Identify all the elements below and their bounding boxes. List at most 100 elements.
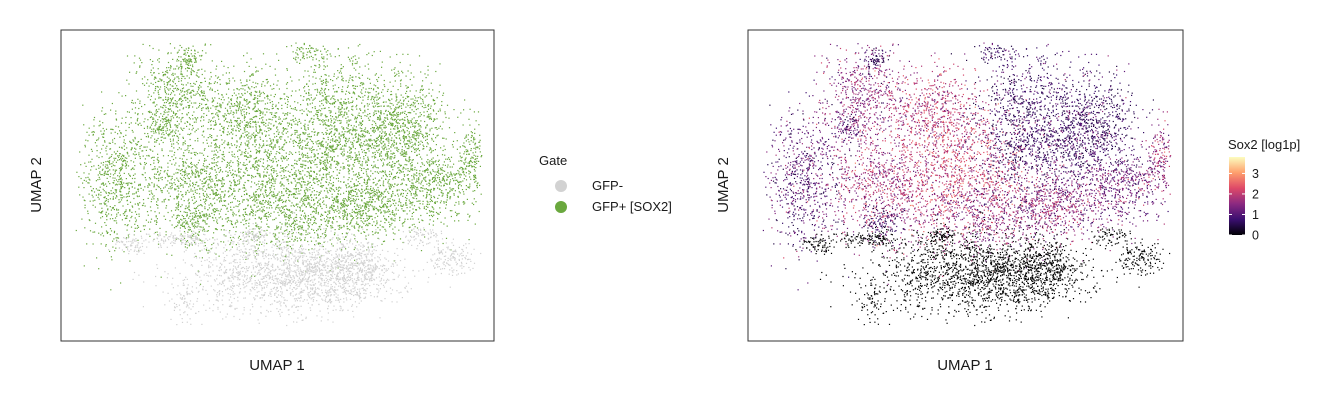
cell-point-gfp-pos bbox=[180, 80, 182, 82]
cell-point-gfp-pos bbox=[333, 73, 335, 75]
cell-point-gfp-pos bbox=[268, 134, 270, 136]
cell-point-gfp-pos bbox=[345, 140, 347, 142]
cell-point-gfp-pos bbox=[131, 182, 133, 184]
cell-point-gfp-pos bbox=[343, 114, 345, 116]
cell-point-gfp-pos bbox=[252, 210, 254, 212]
cell-point-gfp-pos bbox=[150, 149, 152, 151]
cell-point-gfp-pos bbox=[249, 88, 251, 90]
cell-point-gfp-pos bbox=[187, 64, 189, 66]
cell-point-gfp-pos bbox=[178, 221, 181, 223]
cell-point-gfp-pos bbox=[318, 64, 320, 66]
cell-point-gfp-pos bbox=[312, 177, 315, 179]
cell-point-gfp-pos bbox=[351, 108, 353, 110]
cell-point-gfp-pos bbox=[347, 179, 349, 181]
cell-point-gfp-pos bbox=[354, 148, 356, 150]
cell-point-gfp-pos bbox=[365, 152, 367, 154]
cell-point-gfp-pos bbox=[243, 85, 245, 87]
cell-point-gfp-pos bbox=[360, 91, 362, 93]
cell-point-gfp-pos bbox=[311, 131, 313, 133]
cell-point-gfp-pos bbox=[154, 211, 156, 213]
cell-point-gfp-pos bbox=[311, 102, 313, 104]
cell-point-gfp-pos bbox=[249, 118, 251, 120]
cell-point-gfp-pos bbox=[324, 164, 326, 166]
cell-point-gfp-pos bbox=[188, 106, 190, 108]
cell-point-gfp-pos bbox=[255, 139, 257, 141]
cell-point-gfp-pos bbox=[237, 109, 239, 112]
cell-point-gfp-pos bbox=[284, 98, 286, 100]
cell-point-gfp-pos bbox=[220, 98, 222, 101]
cell-point-gfp-pos bbox=[138, 141, 140, 143]
cell-point-gfp-pos bbox=[260, 183, 262, 186]
cell-point-gfp-pos bbox=[317, 49, 319, 51]
cell-point-gfp-pos bbox=[270, 143, 272, 145]
cell-point-gfp-pos bbox=[220, 180, 222, 182]
cell-point-gfp-pos bbox=[208, 249, 210, 251]
cell-point-gfp-pos bbox=[194, 175, 196, 177]
cell-point-gfp-pos bbox=[110, 155, 112, 158]
cell-point-gfp-pos bbox=[205, 199, 208, 201]
cell-point-gfp-pos bbox=[163, 111, 165, 113]
cell-point-gfp-pos bbox=[338, 111, 340, 113]
cell-point-gfp-pos bbox=[331, 145, 333, 147]
cell-point-gfp-pos bbox=[211, 89, 213, 91]
cell-point-gfp-pos bbox=[113, 238, 115, 240]
cell-point-gfp-pos bbox=[262, 100, 264, 102]
cell-point-gfp-pos bbox=[327, 125, 330, 127]
cell-point-gfp-pos bbox=[340, 120, 342, 122]
cell-point-gfp-pos bbox=[303, 199, 305, 201]
cell-point-gfp-pos bbox=[358, 72, 360, 75]
cell-point-gfp-pos bbox=[260, 188, 262, 190]
cell-point-gfp-pos bbox=[341, 111, 343, 113]
cell-point-gfp-pos bbox=[299, 177, 301, 179]
cell-point-gfp-pos bbox=[315, 210, 317, 212]
cell-point-gfp-pos bbox=[308, 172, 310, 174]
cell-point-gfp-pos bbox=[185, 90, 188, 92]
cell-point-gfp-pos bbox=[304, 90, 306, 92]
cell-point-gfp-pos bbox=[369, 119, 371, 121]
cell-point-gfp-pos bbox=[325, 174, 327, 176]
cell-point-gfp-pos bbox=[307, 134, 309, 136]
cell-point-gfp-pos bbox=[107, 201, 109, 203]
cell-point-gfp-pos bbox=[255, 91, 257, 93]
cell-point-gfp-pos bbox=[261, 85, 263, 87]
cell-point-gfp-pos bbox=[293, 229, 296, 231]
cell-point-gfp-pos bbox=[343, 136, 345, 138]
cell-point-gfp-pos bbox=[332, 184, 334, 186]
cell-point-gfp-pos bbox=[114, 189, 116, 191]
cell-point-gfp-pos bbox=[118, 156, 120, 158]
cell-point-gfp-pos bbox=[196, 192, 198, 194]
cell-point-gfp-pos bbox=[407, 140, 409, 142]
cell-point-gfp-pos bbox=[318, 193, 320, 196]
cell-point-gfp-pos bbox=[269, 144, 271, 146]
cell-point-gfp-pos bbox=[110, 128, 112, 130]
cell-point-gfp-pos bbox=[411, 123, 413, 125]
cell-point-gfp-pos bbox=[331, 128, 333, 130]
cell-point-gfp-pos bbox=[317, 178, 319, 180]
cell-point-gfp-pos bbox=[391, 125, 393, 127]
cell-point-gfp-pos bbox=[94, 142, 96, 144]
cell-point-gfp-pos bbox=[167, 82, 169, 84]
cell-point-gfp-pos bbox=[313, 128, 315, 130]
cell-point-gfp-pos bbox=[335, 141, 337, 143]
cell-point-gfp-pos bbox=[149, 110, 151, 112]
cell-point-gfp-pos bbox=[174, 47, 176, 49]
cell-point-gfp-pos bbox=[103, 133, 105, 135]
cell-point-gfp-pos bbox=[337, 76, 339, 78]
cell-point-gfp-pos bbox=[350, 141, 352, 143]
cell-point-gfp-pos bbox=[211, 204, 213, 206]
cell-point-gfp-pos bbox=[206, 114, 208, 116]
cell-point-gfp-pos bbox=[136, 195, 138, 197]
cell-point-gfp-pos bbox=[231, 105, 233, 107]
cell-point-gfp-pos bbox=[109, 163, 111, 165]
cell-point-gfp-pos bbox=[330, 121, 332, 123]
cell-point-gfp-pos bbox=[264, 168, 266, 170]
cell-point-gfp-pos bbox=[188, 186, 190, 188]
cell-point-gfp-pos bbox=[113, 180, 115, 182]
cell-point-gfp-pos bbox=[324, 161, 326, 164]
cell-point-gfp-pos bbox=[215, 176, 217, 178]
cell-point-gfp-pos bbox=[282, 127, 284, 129]
cell-point-gfp-pos bbox=[413, 134, 415, 136]
cell-point-gfp-pos bbox=[285, 132, 287, 134]
cell-point-gfp-pos bbox=[403, 134, 405, 137]
cell-point-gfp-pos bbox=[186, 212, 188, 214]
